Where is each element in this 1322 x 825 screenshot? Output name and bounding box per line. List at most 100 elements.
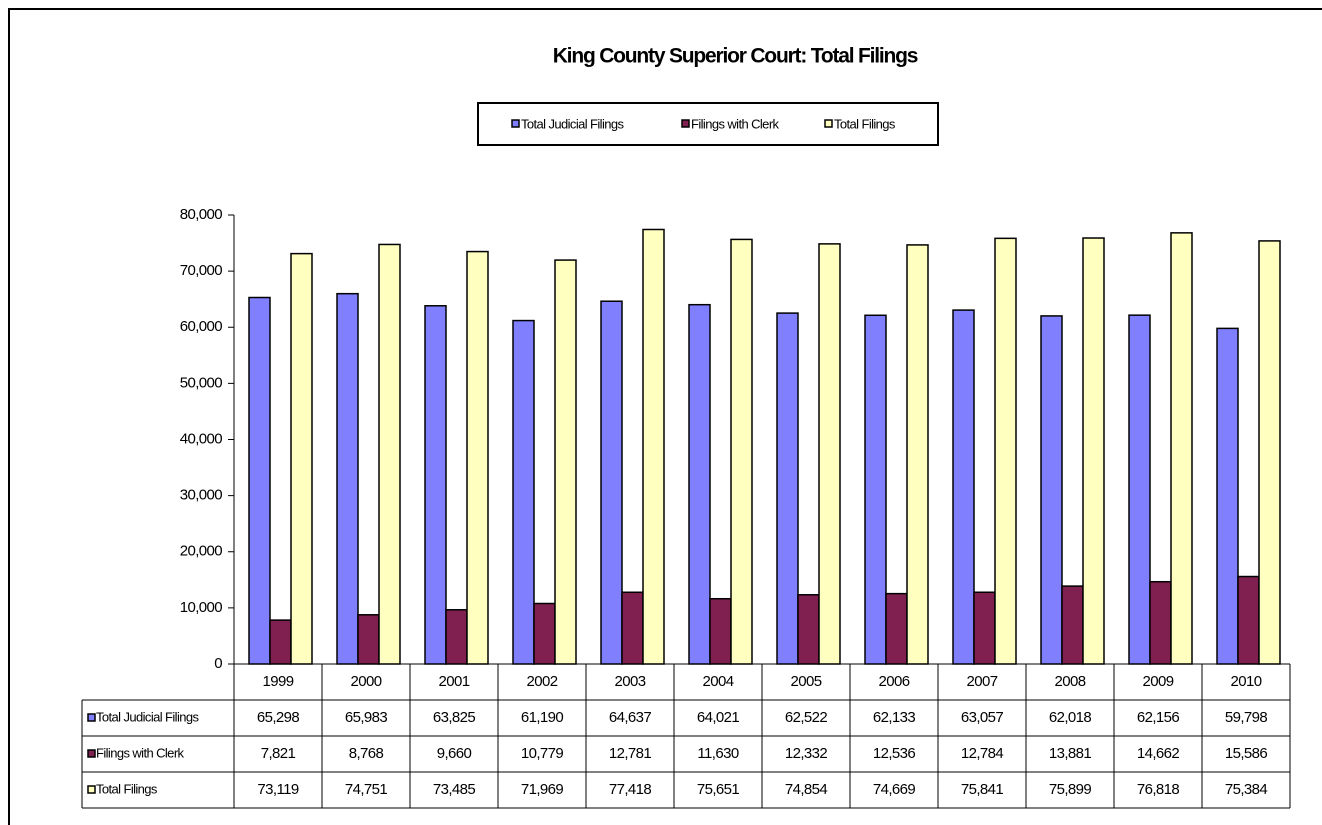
bar	[1061, 585, 1084, 665]
bar	[554, 259, 577, 665]
table-value: 75,899	[1049, 781, 1092, 798]
bar	[512, 319, 535, 665]
x-tick-label: 2005	[791, 673, 822, 690]
table-swatch	[87, 713, 96, 722]
table-value: 62,522	[785, 709, 828, 726]
table-value: 12,784	[961, 745, 1004, 762]
x-tick-label: 2009	[1143, 673, 1174, 690]
table-value: 73,119	[257, 781, 298, 798]
table-value: 62,133	[873, 709, 916, 726]
chart-title: King County Superior Court: Total Filing…	[553, 45, 918, 68]
bar	[797, 594, 820, 665]
bar	[378, 243, 401, 665]
bar	[642, 228, 665, 665]
legend-label: Total Judicial Filings	[521, 116, 625, 131]
bar	[269, 619, 292, 665]
table-value: 9,660	[437, 745, 472, 762]
bar	[973, 591, 996, 665]
legend-swatch	[824, 119, 833, 128]
table-value: 13,881	[1049, 745, 1092, 762]
table-value: 63,057	[961, 709, 1004, 726]
bar	[1216, 327, 1239, 665]
legend-box	[477, 102, 939, 146]
bar	[336, 292, 359, 665]
bar	[445, 609, 468, 665]
bar	[1149, 580, 1172, 665]
table-row-label: Total Filings	[96, 781, 158, 796]
table-value: 77,418	[609, 781, 652, 798]
x-tick-label: 2000	[351, 673, 382, 690]
x-tick-label: 2008	[1055, 673, 1086, 690]
bar	[818, 243, 841, 665]
bar	[1128, 314, 1151, 665]
table-value: 11,630	[697, 745, 738, 762]
bar	[1040, 315, 1063, 665]
x-tick-label: 2006	[879, 673, 910, 690]
bar	[621, 591, 644, 665]
table-value: 75,384	[1225, 781, 1268, 798]
bar	[688, 303, 711, 665]
table-value: 71,969	[521, 781, 564, 798]
y-tick-label: 40,000	[180, 430, 223, 447]
table-value: 15,586	[1225, 745, 1268, 762]
table-value: 75,841	[961, 781, 1004, 798]
table-value: 7,821	[261, 745, 296, 762]
y-tick-label: 60,000	[180, 318, 223, 335]
legend-swatch	[681, 119, 690, 128]
table-value: 76,818	[1137, 781, 1180, 798]
table-value: 74,854	[785, 781, 828, 798]
table-value: 14,662	[1137, 745, 1180, 762]
table-swatch	[87, 785, 96, 794]
table-row-label: Filings with Clerk	[96, 745, 185, 760]
table-value: 65,983	[345, 709, 388, 726]
table-value: 10,779	[521, 745, 564, 762]
table-value: 73,485	[433, 781, 476, 798]
table-value: 12,781	[609, 745, 652, 762]
x-tick-label: 2002	[527, 673, 558, 690]
x-tick-label: 1999	[263, 673, 294, 690]
bar	[994, 237, 1017, 665]
y-tick-label: 10,000	[180, 599, 223, 616]
bar	[290, 252, 313, 665]
x-tick-label: 2004	[703, 673, 734, 690]
table-value: 63,825	[433, 709, 476, 726]
table-value: 64,021	[697, 709, 740, 726]
table-value: 74,669	[873, 781, 916, 798]
table-swatch	[87, 749, 96, 758]
table-value: 65,298	[257, 709, 300, 726]
legend-swatch	[511, 119, 520, 128]
bar	[1082, 237, 1105, 665]
bar	[533, 602, 556, 665]
table-value: 59,798	[1225, 709, 1268, 726]
y-tick-label: 0	[214, 655, 222, 672]
x-tick-label: 2003	[615, 673, 646, 690]
table-value: 8,768	[349, 745, 384, 762]
bar	[248, 296, 271, 665]
bar	[709, 597, 732, 665]
y-tick-label: 80,000	[180, 206, 223, 223]
table-value: 64,637	[609, 709, 652, 726]
table-value: 61,190	[521, 709, 564, 726]
table-value: 12,536	[873, 745, 916, 762]
table-row-label: Total Judicial Filings	[96, 709, 200, 724]
x-tick-label: 2010	[1231, 673, 1262, 690]
y-tick-label: 50,000	[180, 374, 223, 391]
bar	[466, 250, 489, 665]
bar	[864, 314, 887, 665]
legend-label: Filings with Clerk	[691, 116, 780, 131]
bar	[357, 614, 380, 665]
bar	[1170, 232, 1193, 665]
bar	[600, 300, 623, 665]
table-value: 62,018	[1049, 709, 1092, 726]
x-tick-label: 2001	[439, 673, 470, 690]
legend-label: Total Filings	[834, 116, 896, 131]
bar	[776, 312, 799, 665]
y-tick-label: 20,000	[180, 543, 223, 560]
y-tick-label: 70,000	[180, 262, 223, 279]
bar	[952, 309, 975, 665]
bar	[885, 592, 908, 665]
table-value: 12,332	[785, 745, 828, 762]
bar	[1237, 575, 1260, 665]
bar	[730, 238, 753, 665]
